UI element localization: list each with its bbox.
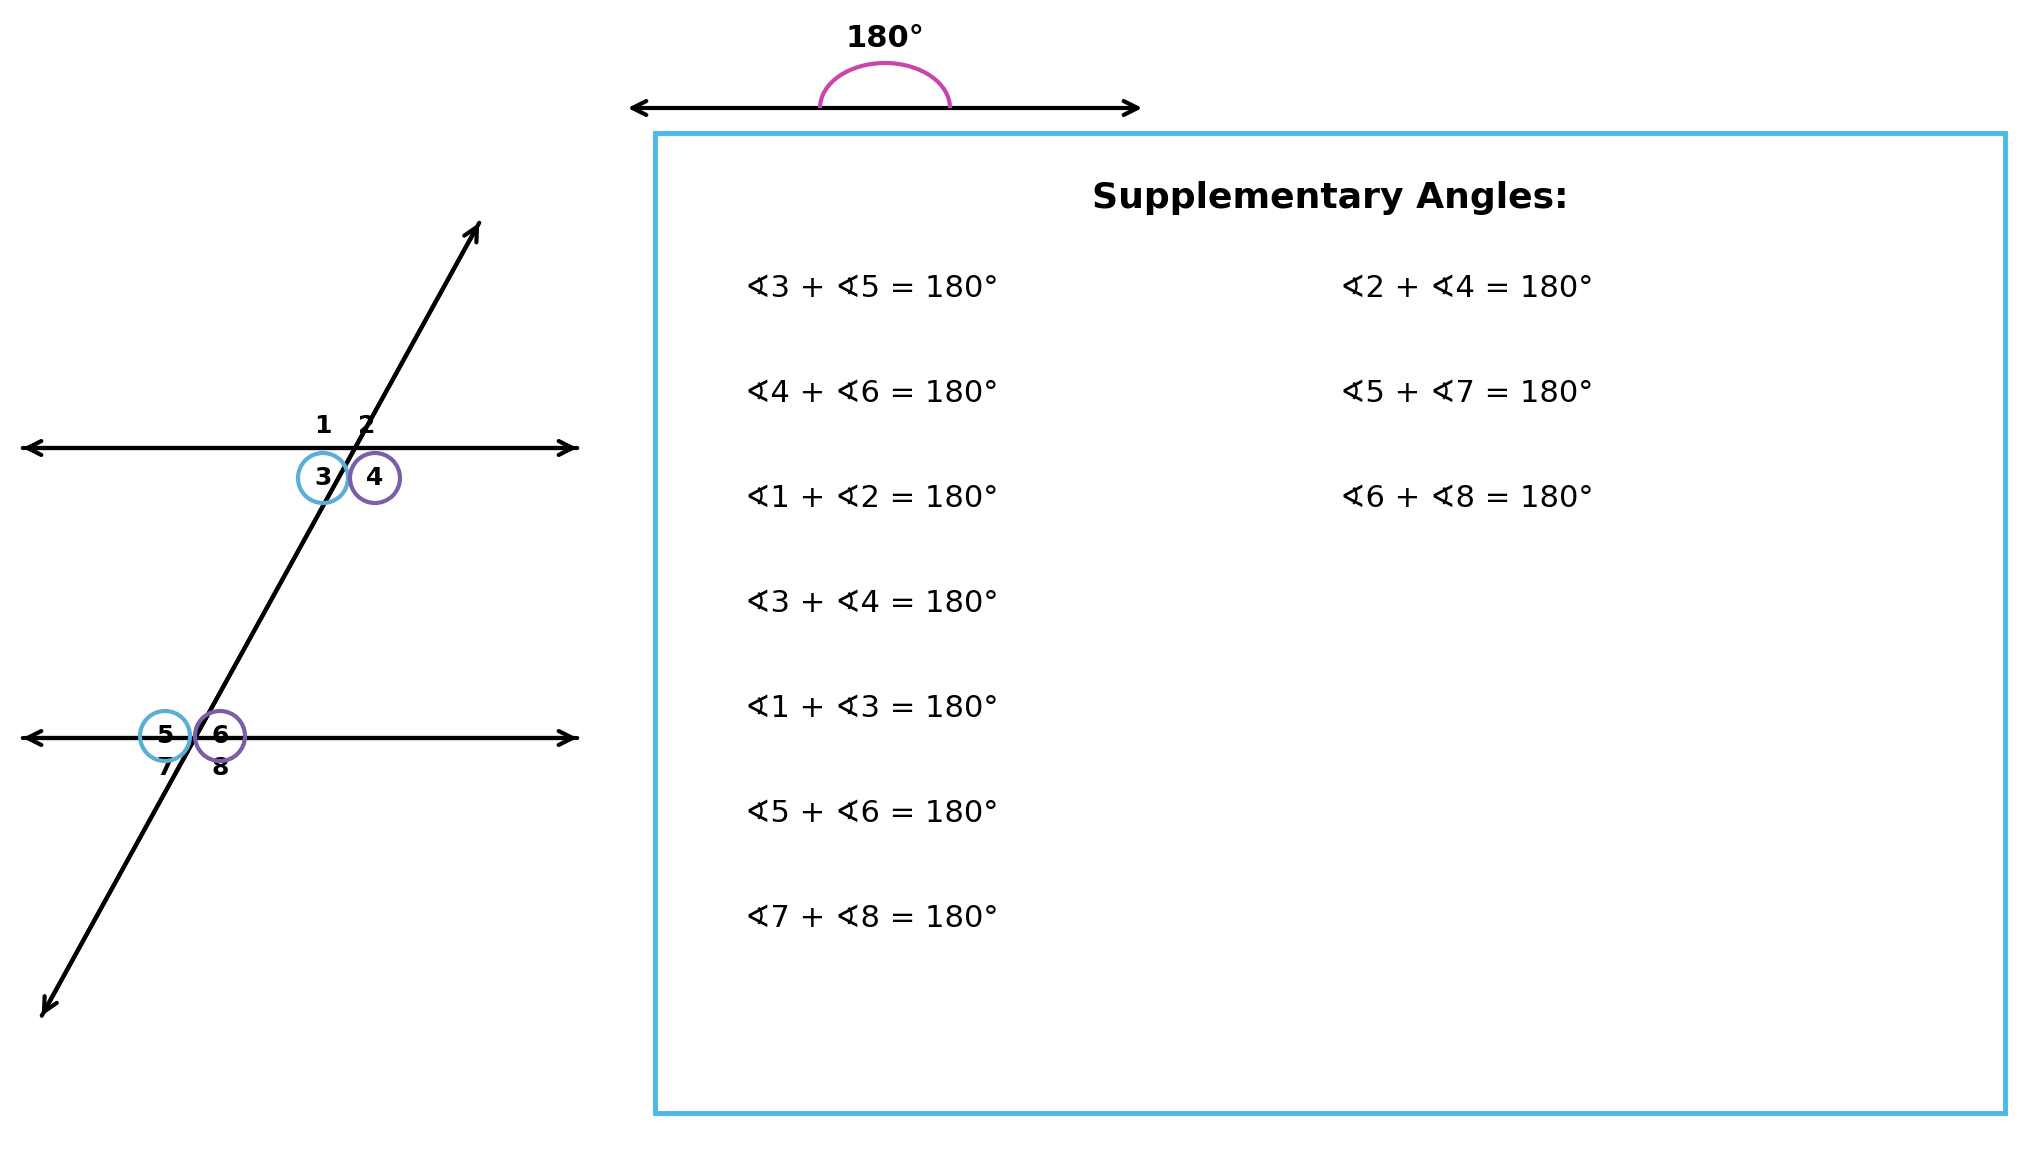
Text: ∢1 + ∢3 = 180°: ∢1 + ∢3 = 180° [744,694,997,723]
Text: Supplementary Angles:: Supplementary Angles: [1091,181,1568,215]
Text: 3: 3 [314,466,332,491]
Text: 6: 6 [212,724,228,748]
Text: ∢3 + ∢4 = 180°: ∢3 + ∢4 = 180° [744,589,997,618]
Text: 2: 2 [359,413,375,438]
Text: 7: 7 [157,756,173,780]
Text: ∢2 + ∢4 = 180°: ∢2 + ∢4 = 180° [1340,273,1592,303]
Text: ∢5 + ∢6 = 180°: ∢5 + ∢6 = 180° [744,799,997,827]
Text: 4: 4 [367,466,383,491]
Text: ∢5 + ∢7 = 180°: ∢5 + ∢7 = 180° [1340,378,1592,408]
Text: ∢4 + ∢6 = 180°: ∢4 + ∢6 = 180° [744,378,997,408]
Text: ∢3 + ∢5 = 180°: ∢3 + ∢5 = 180° [744,273,997,303]
Text: 5: 5 [157,724,173,748]
Text: 180°: 180° [844,25,924,53]
Text: ∢1 + ∢2 = 180°: ∢1 + ∢2 = 180° [744,484,997,513]
Text: ∢7 + ∢8 = 180°: ∢7 + ∢8 = 180° [744,904,997,932]
Text: 8: 8 [212,756,228,780]
Text: 1: 1 [314,413,332,438]
Text: ∢6 + ∢8 = 180°: ∢6 + ∢8 = 180° [1340,484,1592,513]
FancyBboxPatch shape [655,133,2004,1113]
